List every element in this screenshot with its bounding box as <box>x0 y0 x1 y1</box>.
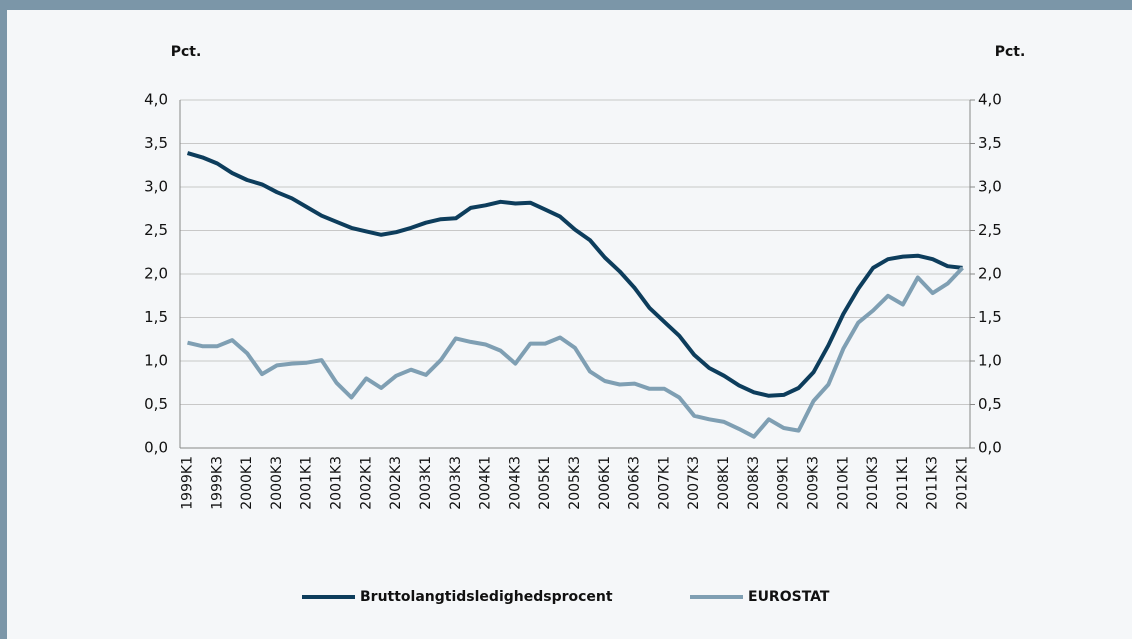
line-series <box>186 151 963 398</box>
x-tick-label: 2006K1 <box>597 456 613 510</box>
legend-label: Bruttolangtidsledighedsprocent <box>360 589 613 605</box>
y2-tick-label: 3,5 <box>978 134 1002 152</box>
x-tick-label: 2006K3 <box>627 456 643 510</box>
x-tick-label: 2007K1 <box>656 456 672 510</box>
x-tick-label: 2011K3 <box>925 456 941 510</box>
x-tick-label: 2003K1 <box>418 456 434 510</box>
left-frame <box>0 0 7 639</box>
y-tick-label: 0,5 <box>144 395 168 413</box>
x-tick-label: 2002K3 <box>388 456 404 510</box>
legend-label: EUROSTAT <box>748 589 830 605</box>
x-tick-label: 2009K1 <box>776 456 792 510</box>
y-tick-label: 4,0 <box>144 91 168 109</box>
x-tick-label: 1999K1 <box>179 456 195 510</box>
x-tick-label: 2007K3 <box>686 456 702 510</box>
y2-tick-label: 1,5 <box>978 308 1002 326</box>
y2-tick-label: 2,0 <box>978 265 1002 283</box>
y-tick-label: 0,0 <box>144 439 168 457</box>
x-tick-label: 2001K1 <box>299 456 315 510</box>
y-tick-label: 3,5 <box>144 134 168 152</box>
x-tick-label: 2008K1 <box>716 456 732 510</box>
y2-tick-label: 4,0 <box>978 91 1002 109</box>
y2-tick-label: 3,0 <box>978 178 1002 196</box>
y2-tick-label: 0,5 <box>978 395 1002 413</box>
y-tick-label: 1,5 <box>144 308 168 326</box>
x-tick-label: 2000K3 <box>269 456 285 510</box>
x-tick-label: 2009K3 <box>805 456 821 510</box>
x-tick-label: 2012K1 <box>955 456 971 510</box>
y2-axis-label: Pct. <box>995 44 1026 60</box>
x-tick-label: 2005K1 <box>537 456 553 510</box>
line-series <box>187 266 964 439</box>
y-tick-label: 1,0 <box>144 352 168 370</box>
x-tick-label: 2010K1 <box>835 456 851 510</box>
y-tick-label: 3,0 <box>144 178 168 196</box>
y2-tick-label: 2,5 <box>978 221 1002 239</box>
x-tick-label: 2000K1 <box>239 456 255 510</box>
x-tick-label: 2003K3 <box>448 456 464 510</box>
top-frame <box>0 0 1132 10</box>
x-tick-label: 2004K1 <box>478 456 494 510</box>
x-tick-label: 1999K3 <box>209 456 225 510</box>
x-tick-label: 2008K3 <box>746 456 762 510</box>
x-tick-label: 2001K3 <box>329 456 345 510</box>
y2-tick-label: 1,0 <box>978 352 1002 370</box>
x-tick-label: 2004K3 <box>507 456 523 510</box>
x-tick-label: 2011K1 <box>895 456 911 510</box>
y-axis-label: Pct. <box>171 44 202 60</box>
y2-tick-label: 0,0 <box>978 439 1002 457</box>
x-tick-label: 2002K1 <box>358 456 374 510</box>
y-tick-label: 2,0 <box>144 265 168 283</box>
x-tick-label: 2010K3 <box>865 456 881 510</box>
x-tick-label: 2005K3 <box>567 456 583 510</box>
y-tick-label: 2,5 <box>144 221 168 239</box>
